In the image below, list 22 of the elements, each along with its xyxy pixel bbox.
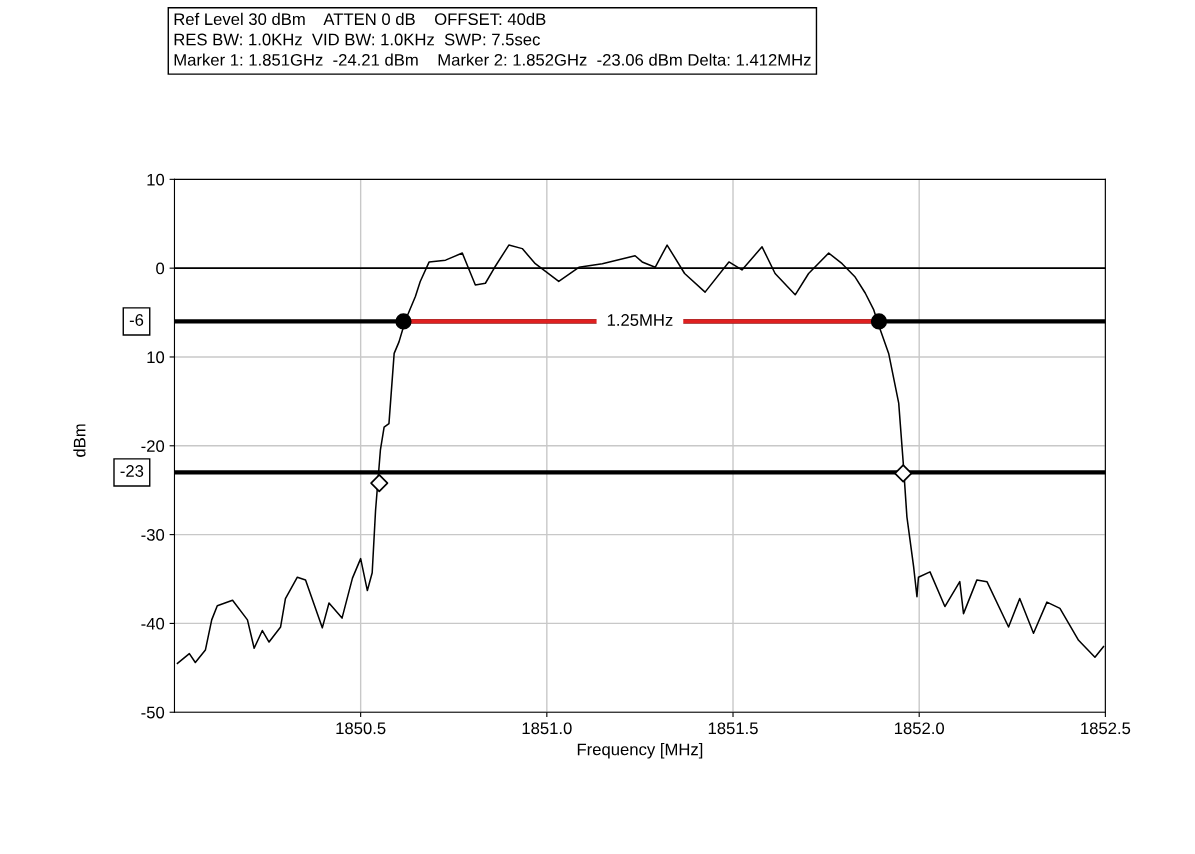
y-tick-label: -50	[141, 706, 165, 719]
point	[370, 474, 389, 493]
y-tick-label: -40	[141, 617, 165, 630]
x-tick-label: 1852.0	[894, 722, 945, 735]
annotation: 1.25MHz	[607, 314, 673, 326]
y-tick-label: 10	[147, 173, 165, 186]
chart-title: Ref Level 30 dBm ATTEN 0 dB OFFSET: 40dB RES BW: 1.0KHz VID BW: 1.0KHz SWP: 7.5sec Marker 1: 1.851GHz -24.21 dBm Marker 2: 1.852GHz -23.06 dBm Delta: 1.412MHz	[174, 12, 811, 66]
x-tick-label: 1851.5	[708, 722, 758, 735]
ref-line-label: -6	[129, 314, 144, 326]
ref-line-label: -23	[120, 465, 144, 477]
x-tick-label: 1851.0	[522, 722, 572, 735]
point	[870, 313, 888, 330]
y-tick-label: 10	[147, 351, 165, 364]
x-tick-label: 1852.5	[1081, 722, 1131, 735]
point	[894, 464, 913, 483]
y-axis-title: dBm	[73, 424, 86, 457]
x-tick-label: 1850.5	[336, 722, 386, 735]
y-tick-label: -30	[141, 529, 165, 541]
y-tick-label: 0	[156, 262, 165, 275]
y-tick-label: -20	[141, 440, 165, 452]
x-axis-title: Frequency [MHz]	[577, 743, 703, 759]
point	[395, 313, 412, 330]
